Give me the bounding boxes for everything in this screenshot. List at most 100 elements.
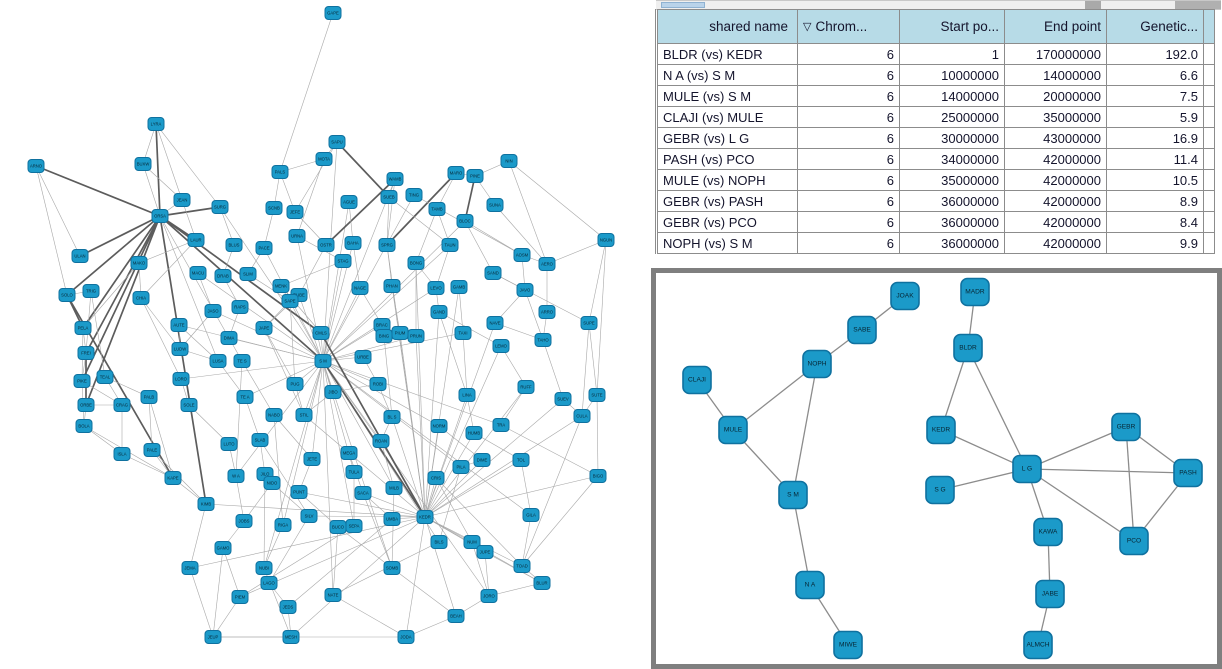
network-node-bl-s[interactable]: BL S [383,410,401,424]
network-node-sape[interactable]: SAPE [281,294,299,308]
table-row[interactable]: N A (vs) S M 6 10000000 14000000 6.6 [656,64,1215,86]
network-node-gape[interactable]: GAPE [324,6,342,20]
network-node-isla[interactable]: ISLA [113,447,131,461]
network-node-pco[interactable]: PCO [1119,526,1149,556]
network-node-mako[interactable]: MAKO [130,256,148,270]
network-node-kape[interactable]: KAPE [164,471,182,485]
network-node-tamb[interactable]: TAMB [428,202,446,216]
network-node-kawa[interactable]: KAWA [1033,517,1063,547]
table-row[interactable]: PASH (vs) PCO 6 34000000 42000000 11.4 [656,148,1215,170]
network-node-drab[interactable]: DRAB [214,269,232,283]
network-node-ulan[interactable]: ULAN [71,249,89,263]
network-node-w-a[interactable]: W A [227,469,245,483]
network-node-pila[interactable]: PILA [452,460,470,474]
network-node-kedr[interactable]: KEDR [926,415,956,445]
network-node-palb[interactable]: PALB [140,390,158,404]
network-node-nate[interactable]: NATE [324,588,342,602]
network-node-gand[interactable]: GAND [430,305,448,319]
network-node-buxw[interactable]: BUXW [134,157,152,171]
network-node-riga[interactable]: RIGA [274,518,292,532]
network-node-lyra[interactable]: LYRA [147,117,165,131]
table-row[interactable]: GEBR (vs) PASH 6 36000000 42000000 8.9 [656,190,1215,212]
network-node-taun[interactable]: TAUN [441,238,459,252]
column-header-chrom-[interactable]: ▽ Chrom... [797,9,900,44]
network-node-s-m[interactable]: S M [314,354,332,368]
network-node-laur[interactable]: LAUR [187,233,205,247]
network-node-noph[interactable]: NOPH [802,349,832,379]
network-node-taho[interactable]: TAHO [534,333,552,347]
main-network-svg[interactable]: GAPE LYRA ARNO BUXW SAPU MOTA PALS WAMB MAROPINE… [0,0,651,669]
network-node-dima[interactable]: DIMA [220,331,238,345]
network-node-mule[interactable]: MULE [718,415,748,445]
network-node-sabe[interactable]: SABE [847,315,877,345]
network-node-bong[interactable]: BONG [407,256,425,270]
network-node-silv[interactable]: SILV [300,509,318,523]
table-row[interactable]: CLAJI (vs) MULE 6 25000000 35000000 5.9 [656,106,1215,128]
column-header-end-point[interactable]: End point [1004,9,1107,44]
network-node-supe[interactable]: SUPE [580,316,598,330]
network-node-bing[interactable]: BING [375,329,393,343]
filter-icon[interactable]: ▽ [803,21,812,33]
network-node-joro[interactable]: JORO [480,589,498,603]
network-node-urna[interactable]: URNA [288,229,306,243]
table-row[interactable]: GEBR (vs) L G 6 30000000 43000000 16.9 [656,127,1215,149]
network-node-scnb[interactable]: SCNB [265,201,283,215]
network-node-sepa[interactable]: SEPA [345,519,363,533]
network-node-tra[interactable]: TRA [492,418,510,432]
network-node-bigo[interactable]: BIGO [589,469,607,483]
network-node-gamo[interactable]: GAMO [214,541,232,555]
table-row[interactable]: BLDR (vs) KEDR 6 1 170000000 192.0 [656,43,1215,65]
network-node-jete[interactable]: JETE [303,452,321,466]
scrollbar-button[interactable] [1085,1,1101,9]
network-node-stag[interactable]: STAG [334,254,352,268]
network-node-jaso[interactable]: JASO [204,304,222,318]
network-node-mesh[interactable]: MESH [282,630,300,644]
filtered-network-panel[interactable]: JOAK SABE NOPH CLAJI MULE MADR BLDR KEDR GEBR L G… [651,268,1222,669]
network-node-piem[interactable]: PIEM [231,590,249,604]
network-node-kedr[interactable]: KEDR [416,510,434,524]
network-node-pike[interactable]: PIKE [73,374,91,388]
network-node-nave[interactable]: NAVE [486,316,504,330]
network-node-taxi[interactable]: TAXI [454,326,472,340]
network-node-menk[interactable]: MENK [272,279,290,293]
network-node-bils[interactable]: BILS [430,535,448,549]
network-node-loro[interactable]: LORO [172,372,190,386]
network-node-humb[interactable]: HUMB [465,426,483,440]
network-node-somb[interactable]: SOMB [383,561,401,575]
network-node-sand[interactable]: SAND [484,266,502,280]
network-node-nabo[interactable]: NABO [265,408,283,422]
network-node-levo[interactable]: LEVO [427,281,445,295]
network-node-stil[interactable]: STIL [295,408,313,422]
network-node-ostr[interactable]: OSTR [317,238,335,252]
network-node-jape[interactable]: JAPE [255,321,273,335]
table-row[interactable]: MULE (vs) S M 6 14000000 20000000 7.5 [656,85,1215,107]
network-node-slab[interactable]: SLAB [251,433,269,447]
main-network-canvas[interactable]: GAPE LYRA ARNO BUXW SAPU MOTA PALS WAMB MARO PINE… [0,0,651,669]
network-node-ruff[interactable]: RUFF [517,380,535,394]
table-row[interactable]: MULE (vs) NOPH 6 35000000 42000000 10.5 [656,169,1215,191]
network-node-l-g[interactable]: L G [1012,454,1042,484]
network-node-claji[interactable]: CLAJI [682,365,712,395]
network-node-pash[interactable]: PASH [1173,458,1203,488]
network-node-suna[interactable]: SUNA [486,198,504,212]
network-node-aute[interactable]: AUTE [170,318,188,332]
network-node-bldr[interactable]: BLDR [953,333,983,363]
network-node-luto[interactable]: LUTO [220,437,238,451]
network-node-trig[interactable]: TRIG [82,284,100,298]
network-node-blus[interactable]: BLUS [225,238,243,252]
network-node-n-a[interactable]: N A [795,570,825,600]
network-node-nido[interactable]: NIDO [263,476,281,490]
network-node-arro[interactable]: ARRO [538,305,556,319]
scrollbar-thumb[interactable] [661,2,705,8]
network-node-te-a[interactable]: TE A [236,390,254,404]
network-node-aosm[interactable]: AOSM [513,248,531,262]
network-node-gebr[interactable]: GEBR [1111,412,1141,442]
network-node-suev[interactable]: SUEV [554,392,572,406]
network-node-lago[interactable]: LAGO [260,576,278,590]
network-node-pela[interactable]: PELA [74,321,92,335]
network-node-raps[interactable]: RAPS [231,300,249,314]
network-node-jupe[interactable]: JUPE [476,545,494,559]
network-node-te-s[interactable]: TE S [233,354,251,368]
network-node-sole[interactable]: SOLE [180,398,198,412]
